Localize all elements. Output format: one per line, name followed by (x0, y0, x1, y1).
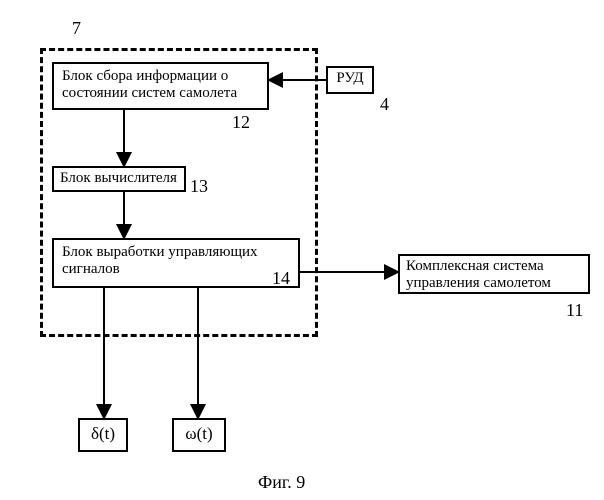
node-complex-system: Комплексная система управления самолетом (398, 254, 590, 294)
label-12: 12 (232, 112, 250, 133)
node-calculator: Блок вычислителя (52, 166, 186, 192)
label-7: 7 (72, 18, 81, 39)
node-control-signals: Блок выработки управляющих сигналов (52, 238, 300, 288)
figure-caption: Фиг. 9 (258, 472, 305, 493)
label-11: 11 (566, 300, 583, 321)
node-info-collection: Блок сбора информации о состоянии систем… (52, 62, 269, 110)
label-13: 13 (190, 176, 208, 197)
label-14: 14 (272, 268, 290, 289)
node-omega: ω(t) (172, 418, 226, 452)
node-rud: РУД (326, 66, 374, 94)
node-delta: δ(t) (78, 418, 128, 452)
label-4: 4 (380, 94, 389, 115)
